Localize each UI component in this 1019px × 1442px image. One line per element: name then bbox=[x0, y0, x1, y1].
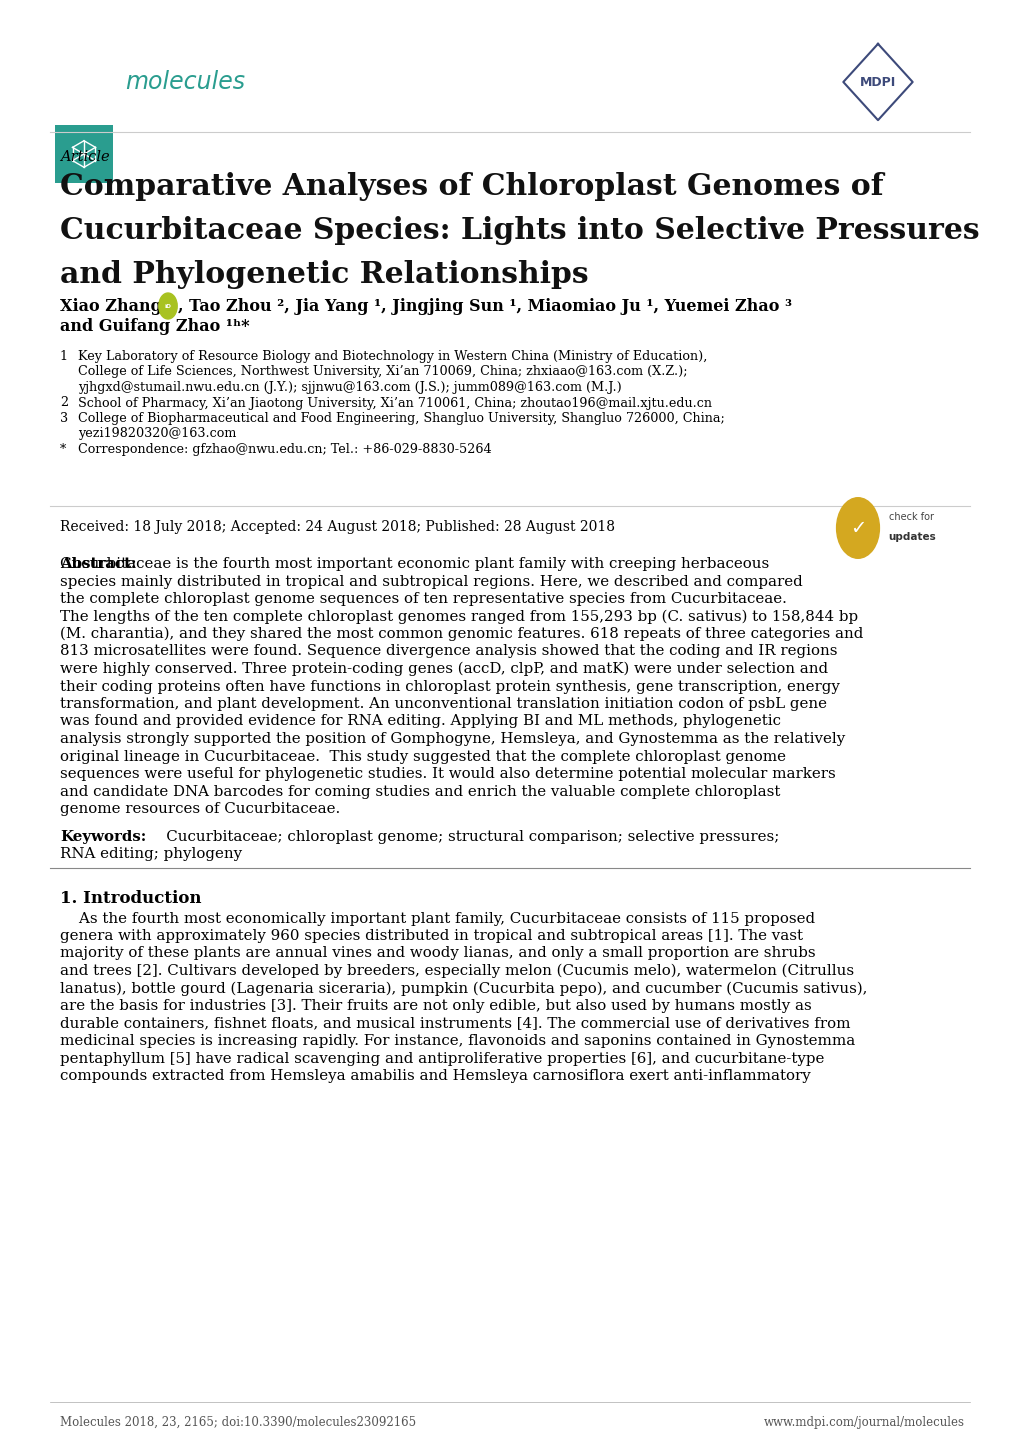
Text: transformation, and plant development. An unconventional translation initiation : transformation, and plant development. A… bbox=[60, 696, 826, 711]
Text: , Tao Zhou ², Jia Yang ¹, Jingjing Sun ¹, Miaomiao Ju ¹, Yuemei Zhao ³: , Tao Zhou ², Jia Yang ¹, Jingjing Sun ¹… bbox=[178, 298, 791, 314]
Text: 2: 2 bbox=[60, 397, 68, 410]
Text: *: * bbox=[60, 443, 66, 456]
Text: 1. Introduction: 1. Introduction bbox=[60, 890, 202, 907]
Text: College of Biopharmaceutical and Food Engineering, Shangluo University, Shangluo: College of Biopharmaceutical and Food En… bbox=[77, 412, 725, 425]
Text: yezi19820320@163.com: yezi19820320@163.com bbox=[77, 427, 236, 440]
Text: 813 microsatellites were found. Sequence divergence analysis showed that the cod: 813 microsatellites were found. Sequence… bbox=[60, 645, 837, 659]
Text: was found and provided evidence for RNA editing. Applying BI and ML methods, phy: was found and provided evidence for RNA … bbox=[60, 714, 781, 728]
Text: molecules: molecules bbox=[125, 71, 245, 94]
Text: and candidate DNA barcodes for coming studies and enrich the valuable complete c: and candidate DNA barcodes for coming st… bbox=[60, 784, 780, 799]
Text: pentaphyllum [5] have radical scavenging and antiproliferative properties [6], a: pentaphyllum [5] have radical scavenging… bbox=[60, 1051, 823, 1066]
Text: Xiao Zhang ¹: Xiao Zhang ¹ bbox=[60, 298, 174, 314]
Text: species mainly distributed in tropical and subtropical regions. Here, we describ: species mainly distributed in tropical a… bbox=[60, 574, 802, 588]
Text: School of Pharmacy, Xi’an Jiaotong University, Xi’an 710061, China; zhoutao196@m: School of Pharmacy, Xi’an Jiaotong Unive… bbox=[77, 397, 711, 410]
Text: and trees [2]. Cultivars developed by breeders, especially melon (Cucumis melo),: and trees [2]. Cultivars developed by br… bbox=[60, 965, 853, 978]
Text: medicinal species is increasing rapidly. For instance, flavonoids and saponins c: medicinal species is increasing rapidly.… bbox=[60, 1034, 854, 1048]
Text: check for: check for bbox=[888, 512, 932, 522]
Text: ✓: ✓ bbox=[849, 519, 865, 538]
Circle shape bbox=[159, 293, 177, 319]
Text: MDPI: MDPI bbox=[859, 75, 896, 88]
Text: Cucurbitaceae; chloroplast genome; structural comparison; selective pressures;: Cucurbitaceae; chloroplast genome; struc… bbox=[152, 829, 779, 844]
Text: their coding proteins often have functions in chloroplast protein synthesis, gen: their coding proteins often have functio… bbox=[60, 679, 839, 694]
Text: (M. charantia), and they shared the most common genomic features. 618 repeats of: (M. charantia), and they shared the most… bbox=[60, 627, 862, 642]
Text: Cucurbitaceae Species: Lights into Selective Pressures: Cucurbitaceae Species: Lights into Selec… bbox=[60, 216, 978, 245]
Text: Keywords:: Keywords: bbox=[60, 829, 146, 844]
Text: durable containers, fishnet floats, and musical instruments [4]. The commercial : durable containers, fishnet floats, and … bbox=[60, 1017, 850, 1031]
Text: Cucurbitaceae is the fourth most important economic plant family with creeping h: Cucurbitaceae is the fourth most importa… bbox=[60, 557, 768, 571]
Text: lanatus), bottle gourd (Lagenaria siceraria), pumpkin (Cucurbita pepo), and cucu: lanatus), bottle gourd (Lagenaria sicera… bbox=[60, 982, 866, 996]
Text: Molecules 2018, 23, 2165; doi:10.3390/molecules23092165: Molecules 2018, 23, 2165; doi:10.3390/mo… bbox=[60, 1416, 416, 1429]
FancyBboxPatch shape bbox=[55, 125, 113, 183]
Text: College of Life Sciences, Northwest University, Xi’an 710069, China; zhxiaao@163: College of Life Sciences, Northwest Univ… bbox=[77, 365, 687, 378]
Text: Correspondence: gfzhao@nwu.edu.cn; Tel.: +86-029-8830-5264: Correspondence: gfzhao@nwu.edu.cn; Tel.:… bbox=[77, 443, 491, 456]
Text: compounds extracted from Hemsleya amabilis and Hemsleya carnosiflora exert anti-: compounds extracted from Hemsleya amabil… bbox=[60, 1069, 810, 1083]
Text: The lengths of the ten complete chloroplast genomes ranged from 155,293 bp (C. s: The lengths of the ten complete chloropl… bbox=[60, 610, 857, 624]
Text: and Phylogenetic Relationships: and Phylogenetic Relationships bbox=[60, 260, 588, 288]
Circle shape bbox=[836, 497, 878, 558]
Text: As the fourth most economically important plant family, Cucurbitaceae consists o: As the fourth most economically importan… bbox=[60, 911, 814, 926]
Text: are the basis for industries [3]. Their fruits are not only edible, but also use: are the basis for industries [3]. Their … bbox=[60, 999, 811, 1012]
Text: Abstract:: Abstract: bbox=[60, 557, 137, 571]
Text: updates: updates bbox=[888, 532, 935, 542]
Text: and Guifang Zhao ¹ʰ*: and Guifang Zhao ¹ʰ* bbox=[60, 319, 250, 335]
Text: genera with approximately 960 species distributed in tropical and subtropical ar: genera with approximately 960 species di… bbox=[60, 929, 802, 943]
Text: sequences were useful for phylogenetic studies. It would also determine potentia: sequences were useful for phylogenetic s… bbox=[60, 767, 835, 782]
Text: RNA editing; phylogeny: RNA editing; phylogeny bbox=[60, 846, 242, 861]
Text: Article: Article bbox=[60, 150, 109, 164]
Text: 3: 3 bbox=[60, 412, 68, 425]
Text: yjhgxd@stumail.nwu.edu.cn (J.Y.); sjjnwu@163.com (J.S.); jumm089@163.com (M.J.): yjhgxd@stumail.nwu.edu.cn (J.Y.); sjjnwu… bbox=[77, 381, 622, 394]
Text: www.mdpi.com/journal/molecules: www.mdpi.com/journal/molecules bbox=[763, 1416, 964, 1429]
Text: genome resources of Cucurbitaceae.: genome resources of Cucurbitaceae. bbox=[60, 802, 340, 816]
Text: Received: 18 July 2018; Accepted: 24 August 2018; Published: 28 August 2018: Received: 18 July 2018; Accepted: 24 Aug… bbox=[60, 521, 614, 534]
Text: Key Laboratory of Resource Biology and Biotechnology in Western China (Ministry : Key Laboratory of Resource Biology and B… bbox=[77, 350, 707, 363]
Text: majority of these plants are annual vines and woody lianas, and only a small pro: majority of these plants are annual vine… bbox=[60, 946, 815, 960]
Text: were highly conserved. Three protein-coding genes (accD, clpP, and matK) were un: were highly conserved. Three protein-cod… bbox=[60, 662, 827, 676]
Text: iD: iD bbox=[164, 303, 171, 309]
Text: the complete chloroplast genome sequences of ten representative species from Cuc: the complete chloroplast genome sequence… bbox=[60, 593, 786, 606]
Text: analysis strongly supported the position of Gomphogyne, Hemsleya, and Gynostemma: analysis strongly supported the position… bbox=[60, 733, 845, 746]
Text: original lineage in Cucurbitaceae.  This study suggested that the complete chlor: original lineage in Cucurbitaceae. This … bbox=[60, 750, 786, 763]
Text: 1: 1 bbox=[60, 350, 68, 363]
Text: Comparative Analyses of Chloroplast Genomes of: Comparative Analyses of Chloroplast Geno… bbox=[60, 172, 882, 200]
